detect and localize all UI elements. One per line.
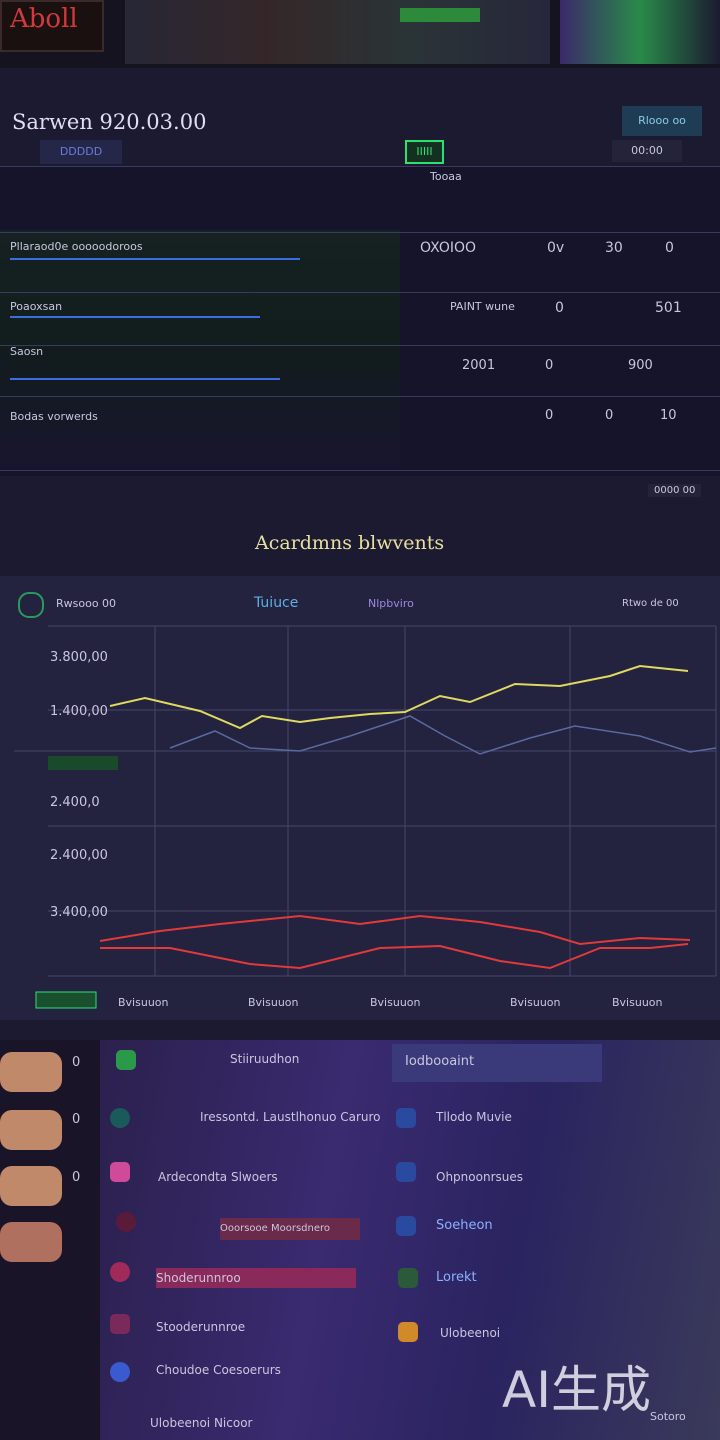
row-value: 0 xyxy=(545,408,554,423)
right-item[interactable]: Iodbooaint xyxy=(405,1054,475,1069)
section-title: Acardmns blwvents xyxy=(255,532,445,554)
row-label: Pllaraod0e ooooodoroos xyxy=(10,240,143,253)
icon xyxy=(110,1108,130,1128)
progress-bar xyxy=(10,378,280,380)
list-item[interactable]: Stooderunnroe xyxy=(156,1320,246,1334)
row-value: 0 xyxy=(545,358,554,373)
chart-icon xyxy=(18,592,44,618)
list-item[interactable]: Choudoe Coesoerurs xyxy=(156,1363,281,1377)
list-item[interactable]: Stiiruudhon xyxy=(230,1052,300,1066)
icon xyxy=(110,1362,130,1382)
header-button[interactable]: DDDDD xyxy=(40,140,122,164)
thumb xyxy=(0,1166,62,1206)
header-info: Rlooo oo xyxy=(622,106,702,136)
logo-box xyxy=(0,0,104,52)
right-item[interactable]: Sotoro xyxy=(650,1410,686,1423)
x-tick-label: Bvisuuon xyxy=(612,996,663,1009)
thumb xyxy=(0,1110,62,1150)
icon xyxy=(116,1212,136,1232)
icon xyxy=(110,1162,130,1182)
icon xyxy=(396,1108,416,1128)
list-item[interactable]: Iressontd. Laustlhonuo Caruro xyxy=(200,1110,381,1124)
row-divider xyxy=(0,292,720,293)
row-label: Poaoxsan xyxy=(10,300,63,313)
line-red xyxy=(99,914,691,970)
pager[interactable]: 0000 00 xyxy=(648,484,702,497)
icon xyxy=(398,1268,418,1288)
row-value: 900 xyxy=(628,358,653,373)
list-item[interactable]: Ulobeenoi Nicoor xyxy=(150,1416,253,1430)
right-item[interactable]: Ohpnoonrsues xyxy=(436,1170,523,1184)
x-tick-label: Bvisuuon xyxy=(370,996,421,1009)
icon xyxy=(110,1262,130,1282)
row-value: 10 xyxy=(660,408,677,423)
icon xyxy=(396,1162,416,1182)
row-name: OXOIOO xyxy=(420,240,477,256)
header-time: 00:00 xyxy=(612,140,682,162)
row-name: PAINT wune xyxy=(450,300,515,313)
row-divider xyxy=(0,232,720,233)
y-tick-label: 3.400,00 xyxy=(50,905,108,920)
count: 0 xyxy=(72,1112,81,1127)
chart-tab[interactable]: Rwsooo 00 xyxy=(56,597,117,610)
x-tick-label: Bvisuuon xyxy=(118,996,169,1009)
row-value: 0 xyxy=(665,240,674,256)
row-label: Saosn xyxy=(10,345,44,358)
chart-plot xyxy=(14,625,717,1009)
row-value: 0 xyxy=(605,408,614,423)
line-blue xyxy=(169,715,717,755)
logo: Aboll xyxy=(10,4,78,34)
right-item[interactable]: Ulobeenoi xyxy=(440,1326,501,1340)
thumb xyxy=(0,1222,62,1262)
icon xyxy=(116,1050,136,1070)
progress-bar xyxy=(10,316,260,318)
legend-chip xyxy=(35,991,97,1009)
row-value: 0v xyxy=(547,240,565,256)
right-item[interactable]: Lorekt xyxy=(436,1270,477,1285)
toolbar-right xyxy=(560,0,720,64)
right-header xyxy=(392,1044,602,1082)
icon xyxy=(396,1216,416,1236)
right-item[interactable]: Soeheon xyxy=(436,1218,493,1233)
y-tick-label: 2.400,00 xyxy=(50,848,108,863)
row-divider xyxy=(0,166,720,167)
row-value: 501 xyxy=(655,300,682,316)
thumb xyxy=(0,1052,62,1092)
list-item[interactable]: Ooorsooe Moorsdnero xyxy=(220,1218,360,1240)
count: 0 xyxy=(72,1170,81,1185)
icon xyxy=(110,1314,130,1334)
line-yellow xyxy=(109,664,689,730)
toolbar xyxy=(125,0,550,64)
x-tick-label: Bvisuuon xyxy=(248,996,299,1009)
y-tick-label: 1.400,00 xyxy=(50,704,108,719)
header-title: Sarwen 920.03.00 xyxy=(12,110,207,134)
status-badge[interactable]: IIIII xyxy=(405,140,444,164)
list-item[interactable]: Ardecondta Slwoers xyxy=(158,1170,278,1184)
x-tick-label: Bvisuuon xyxy=(510,996,561,1009)
y-tick-label: 2.400,0 xyxy=(50,795,100,810)
row-divider xyxy=(0,470,720,471)
toolbar-accent xyxy=(400,8,480,22)
watermark: AI生成 xyxy=(502,1361,651,1419)
list-item[interactable]: Shoderunnroo xyxy=(156,1268,356,1288)
chart-tab[interactable]: Tuiuce xyxy=(254,595,299,611)
row-value: 0 xyxy=(555,300,564,316)
chart-tab[interactable]: Nlpbviro xyxy=(368,597,414,610)
row-divider xyxy=(0,345,720,346)
legend-chip xyxy=(48,756,118,770)
progress-bar xyxy=(10,258,300,260)
row-divider xyxy=(0,396,720,397)
row-value: 2001 xyxy=(462,358,496,373)
icon xyxy=(398,1322,418,1342)
texture xyxy=(0,230,400,470)
row-value: 30 xyxy=(605,240,623,256)
right-item[interactable]: Tllodo Muvie xyxy=(436,1110,512,1124)
y-tick-label: 3.800,00 xyxy=(50,650,108,665)
chart-tab[interactable]: Rtwo de 00 xyxy=(622,598,679,609)
chart-panel xyxy=(0,576,720,1020)
row-label: Bodas vorwerds xyxy=(10,410,98,423)
table-header: Tooaa xyxy=(430,170,462,183)
count: 0 xyxy=(72,1055,81,1070)
